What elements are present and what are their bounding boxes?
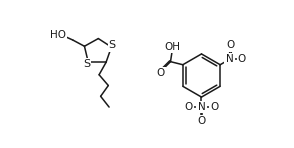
Text: O: O: [184, 102, 193, 112]
Text: N: N: [225, 54, 233, 64]
Text: N: N: [198, 102, 206, 112]
Text: HO: HO: [50, 30, 66, 40]
Text: O: O: [211, 102, 219, 112]
Text: O: O: [156, 68, 165, 78]
Text: O: O: [197, 116, 206, 126]
Text: OH: OH: [164, 42, 180, 52]
Text: S: S: [108, 41, 116, 50]
Text: S: S: [83, 59, 90, 69]
Text: O: O: [227, 41, 235, 50]
Text: O: O: [238, 54, 246, 64]
